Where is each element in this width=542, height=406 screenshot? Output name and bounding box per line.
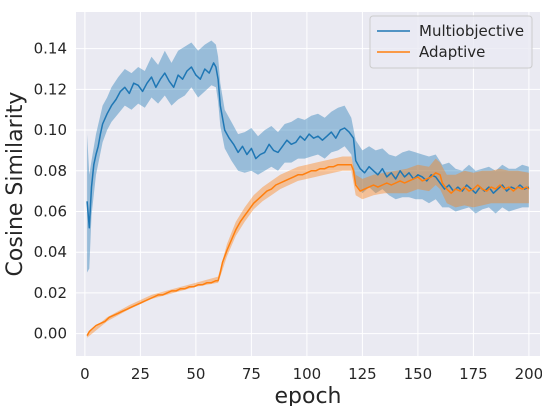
y-tick-label: 0.04 <box>34 243 67 261</box>
y-tick-label: 0.06 <box>34 202 67 220</box>
x-tick-label: 50 <box>186 365 205 383</box>
x-axis-label: epoch <box>275 384 342 406</box>
legend-label-multiobjective: Multiobjective <box>419 22 524 40</box>
legend-label-adaptive: Adaptive <box>419 43 485 61</box>
y-tick-label: 0.12 <box>34 80 67 98</box>
band-multiobjective <box>87 40 529 273</box>
y-tick-label: 0.14 <box>34 40 67 58</box>
x-tick-label: 100 <box>293 365 322 383</box>
y-axis-ticks: 0.00 0.02 0.04 0.06 0.08 0.10 0.12 0.14 <box>34 40 67 343</box>
legend-frame <box>369 15 533 69</box>
x-tick-label: 0 <box>80 365 90 383</box>
grid-lines <box>76 12 540 356</box>
series-line-adaptive <box>86 163 530 336</box>
y-tick-label: 0.02 <box>34 284 67 302</box>
y-axis-label: Cosine Similarity <box>3 92 28 277</box>
x-axis-ticks: 0 25 50 75 100 125 150 175 200 <box>80 365 542 383</box>
series-line-multiobjective <box>86 62 530 229</box>
plot-area <box>76 12 540 356</box>
x-tick-label: 125 <box>348 365 377 383</box>
band-adaptive <box>87 156 529 338</box>
y-tick-label: 0.00 <box>34 325 67 343</box>
x-tick-label: 200 <box>515 365 542 383</box>
x-tick-label: 75 <box>242 365 261 383</box>
series-lines <box>86 62 530 336</box>
confidence-bands <box>87 40 529 338</box>
x-tick-label: 25 <box>131 365 150 383</box>
x-tick-label: 150 <box>404 365 433 383</box>
legend: Multiobjective Adaptive <box>369 15 533 69</box>
y-tick-label: 0.08 <box>34 162 67 180</box>
x-tick-label: 175 <box>459 365 488 383</box>
y-tick-label: 0.10 <box>34 121 67 139</box>
